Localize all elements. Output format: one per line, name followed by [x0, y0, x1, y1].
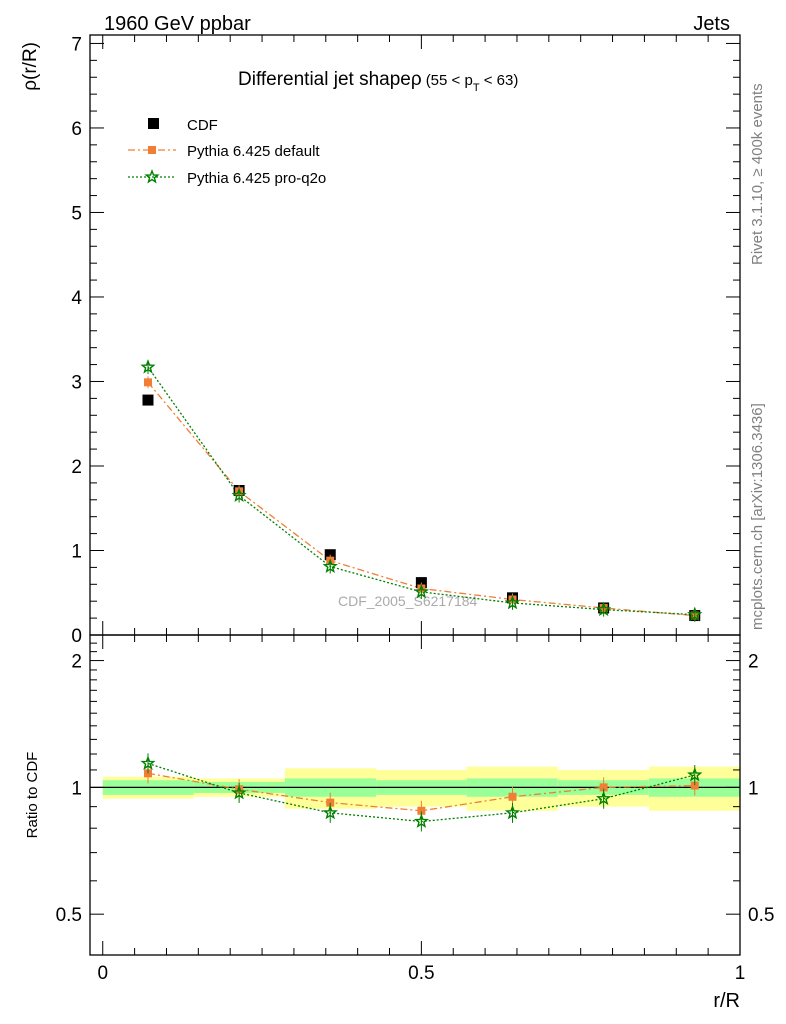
- plot-title-sub: T: [473, 82, 480, 94]
- main-y-tick-label: 4: [71, 288, 82, 309]
- ratio-proq2o-point: [595, 790, 612, 806]
- ratio-y-axis-label: Ratio to CDF: [24, 752, 41, 839]
- plot-title-end: < 63): [480, 72, 519, 89]
- ratio-proq2o-point: [687, 766, 703, 782]
- ratio-default-point: [417, 806, 426, 815]
- default-point: [143, 378, 152, 387]
- analysis-watermark: CDF_2005_S6217184: [338, 593, 478, 609]
- main-y-axis-label: ρ(r/R): [20, 42, 41, 91]
- rivet-label: Rivet 3.1.10, ≥ 400k events: [749, 83, 766, 265]
- legend-marker-proq2o: [144, 169, 160, 184]
- proq2o-point: [687, 606, 703, 622]
- x-tick-label: 0: [97, 963, 108, 984]
- ratio-proq2o-point: [504, 804, 521, 820]
- ratio-frame: [89, 634, 741, 956]
- proq2o-point: [504, 594, 521, 610]
- ratio-y-tick-label: 2: [71, 652, 82, 673]
- x-tick-label: 0.5: [408, 963, 434, 984]
- plot-title: Differential jet shapeρ (55 < pT < 63): [238, 69, 518, 94]
- legend-label-cdf: CDF: [187, 117, 218, 134]
- legend-marker-default: [148, 146, 156, 154]
- ratio-default-point: [599, 783, 608, 792]
- ratio-proq2o-point: [140, 755, 156, 770]
- mcplots-label: mcplots.cern.ch [arXiv:1306.3436]: [749, 403, 766, 630]
- legend-label-proq2o: Pythia 6.425 pro-q2o: [187, 170, 326, 187]
- ratio-proq2o-point: [413, 813, 430, 828]
- main-y-tick-label: 6: [71, 119, 82, 140]
- legend-marker-cdf: [148, 118, 159, 129]
- process-label: Jets: [693, 13, 730, 35]
- legend-star-shape: [144, 169, 160, 184]
- proq2o-point: [322, 558, 338, 573]
- ratio-default-point: [690, 781, 699, 790]
- main-y-tick-label: 7: [71, 34, 82, 55]
- ratio-y-tick-label-right: 1: [748, 778, 759, 799]
- proq2o-point: [595, 601, 612, 617]
- proq2o-point: [413, 583, 430, 599]
- ratio-default-point: [326, 798, 335, 807]
- ratio-default-point: [508, 792, 517, 801]
- proq2o-point: [231, 487, 247, 502]
- ratio-y-tick-label-right: 0.5: [748, 905, 774, 926]
- ratio-y-tick-label: 0.5: [56, 905, 82, 926]
- x-tick-label: 1: [735, 963, 746, 984]
- main-y-tick-label: 5: [71, 203, 82, 224]
- cdf-point: [142, 394, 154, 406]
- ratio-y-tick-label-right: 2: [748, 652, 759, 673]
- main-y-tick-label: 0: [71, 626, 82, 647]
- ratio-proq2o-point: [322, 804, 338, 820]
- proq2o-point: [140, 359, 156, 374]
- main-y-tick-label: 3: [71, 372, 82, 393]
- ratio-proq2o-point: [231, 784, 247, 800]
- plot-title-range: (55 < p: [426, 72, 473, 89]
- x-axis-label: r/R: [713, 990, 740, 1012]
- ratio-y-tick-label: 1: [71, 778, 82, 799]
- main-y-tick-label: 2: [71, 457, 82, 478]
- plot-title-main: Differential jet shapeρ: [238, 69, 422, 90]
- energy-label: 1960 GeV ppbar: [104, 13, 251, 35]
- legend: CDF Pythia 6.425 default Pythia 6.425 pr…: [128, 117, 326, 187]
- main-y-tick-label: 1: [71, 541, 82, 562]
- legend-label-default: Pythia 6.425 default: [187, 143, 320, 160]
